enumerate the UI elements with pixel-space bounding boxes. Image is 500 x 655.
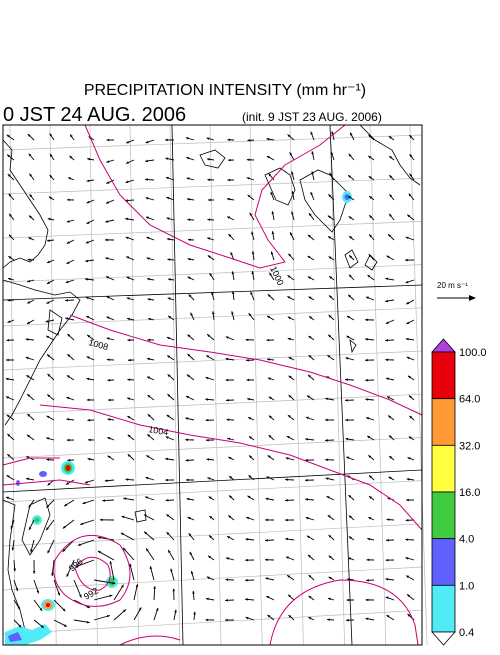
rain-cell	[16, 480, 20, 486]
colorbar-segment	[432, 492, 455, 539]
rain-cell	[39, 471, 47, 477]
colorbar-label: 1.0	[459, 580, 474, 592]
vector-reference: 20 m s⁻¹	[437, 281, 476, 301]
reference-arrowhead	[469, 295, 476, 301]
colorbar-segment	[432, 539, 455, 586]
colorbar-segment	[432, 399, 455, 446]
map: 1000 1008 1004 996 992	[3, 125, 427, 645]
colorbar-under	[432, 632, 455, 645]
colorbar-label: 4.0	[459, 534, 474, 546]
init-time: (init. 9 JST 23 AUG. 2006)	[242, 110, 382, 124]
title: PRECIPITATION INTENSITY (mm hr⁻¹)	[84, 82, 366, 99]
vector-reference-label: 20 m s⁻¹	[437, 281, 468, 290]
colorbar-segment	[432, 585, 455, 632]
colorbar-label: 100.0	[459, 347, 487, 359]
colorbar-label: 16.0	[459, 487, 480, 499]
colorbar-over	[432, 339, 455, 352]
valid-time: 0 JST 24 AUG. 2006	[3, 104, 186, 126]
colorbar-segment	[432, 352, 455, 399]
rain-cell	[35, 518, 40, 523]
colorbar-label: 0.4	[459, 627, 474, 639]
colorbar-label: 32.0	[459, 440, 480, 452]
rain-cell	[66, 465, 71, 471]
colorbar-label: 64.0	[459, 394, 480, 406]
colorbar: 100.0 64.0 32.0 16.0 4.0 1.0 0.4	[432, 339, 487, 645]
rain-cell	[46, 603, 50, 607]
colorbar-segment	[432, 445, 455, 492]
map-background	[3, 125, 422, 645]
